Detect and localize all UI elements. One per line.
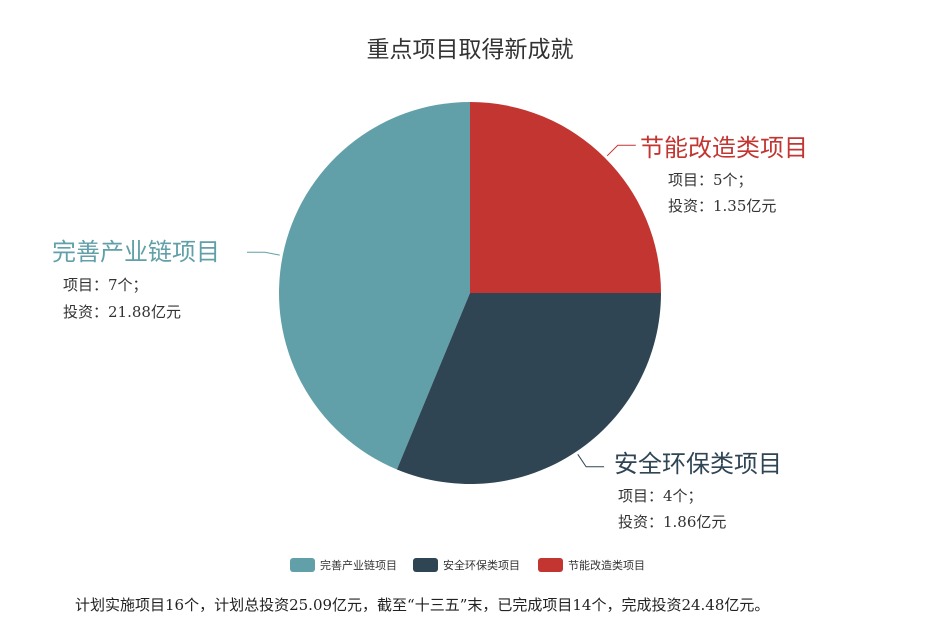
slice-label: 安全环保类项目 xyxy=(614,450,782,478)
legend-swatch xyxy=(413,558,438,572)
legend-label: 安全环保类项目 xyxy=(443,559,520,572)
summary-note: 计划实施项目16个，计划总投资25.09亿元，截至“十三五”末，已完成项目14个… xyxy=(75,596,770,614)
slice-label: 完善产业链项目 xyxy=(52,238,220,266)
legend-swatch xyxy=(290,558,315,572)
legend-item[interactable]: 安全环保类项目 xyxy=(413,557,520,573)
slice-count: 项目：5个； xyxy=(668,171,753,189)
label-leader-line xyxy=(577,454,605,468)
legend-item[interactable]: 完善产业链项目 xyxy=(290,557,397,573)
legend-label: 节能改造类项目 xyxy=(568,559,645,572)
label-leader-line xyxy=(606,144,636,157)
label-leader-line xyxy=(247,251,280,256)
legend-label: 完善产业链项目 xyxy=(320,559,397,572)
chart-title: 重点项目取得新成就 xyxy=(366,37,574,63)
pie-slice[interactable] xyxy=(470,102,661,293)
pie-slice[interactable] xyxy=(396,293,661,484)
slice-label: 节能改造类项目 xyxy=(640,134,808,162)
slice-investment: 投资：21.88亿元 xyxy=(63,303,181,321)
slice-investment: 投资：1.35亿元 xyxy=(668,197,777,215)
slice-count: 项目：4个； xyxy=(618,487,703,505)
legend-item[interactable]: 节能改造类项目 xyxy=(538,557,645,573)
slice-count: 项目：7个； xyxy=(63,276,148,294)
slice-investment: 投资：1.86亿元 xyxy=(618,513,727,531)
legend-swatch xyxy=(538,558,563,572)
pie-slice[interactable] xyxy=(278,102,470,470)
